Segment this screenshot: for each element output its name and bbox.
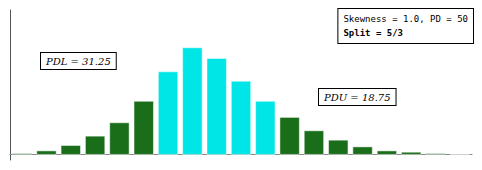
svg-text:Skewness = 1.0, PD = 50: Skewness = 1.0, PD = 50 <box>343 14 468 24</box>
svg-text:PDL = 31.25: PDL = 31.25 <box>45 56 111 67</box>
svg-text:Split = 5/3: Split = 5/3 <box>343 28 403 38</box>
svg-text:PDU = 18.75: PDU = 18.75 <box>323 92 391 103</box>
